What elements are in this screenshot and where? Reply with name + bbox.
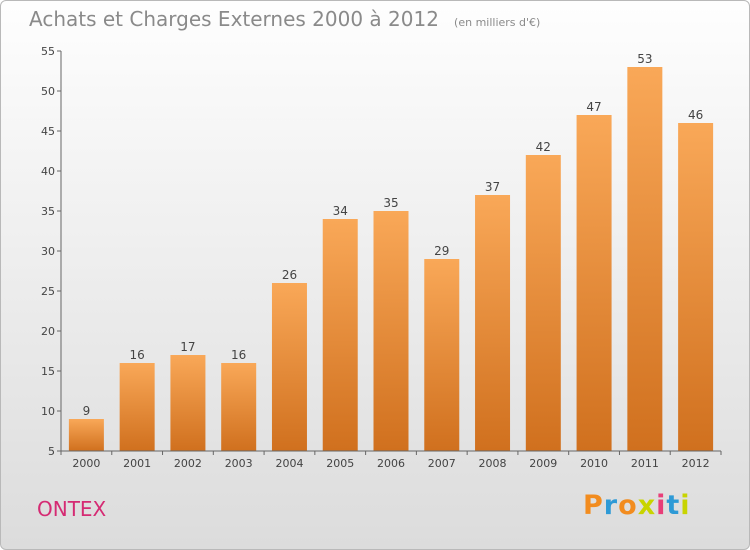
bar-2004[interactable] xyxy=(271,283,307,451)
bar-2009[interactable] xyxy=(525,155,561,451)
bar-value-label: 29 xyxy=(434,244,449,258)
y-tick-label: 25 xyxy=(41,285,55,298)
logo-letter: t xyxy=(666,490,681,521)
y-tick-label: 45 xyxy=(41,125,55,138)
y-tick-label: 30 xyxy=(41,245,55,258)
bar-value-label: 37 xyxy=(485,180,500,194)
bar-value-label: 16 xyxy=(231,348,246,362)
y-tick-label: 40 xyxy=(41,165,55,178)
logo-letter: i xyxy=(656,490,667,521)
bars: 9 16 17 16 26 34 35 29 37 42 47 53 46 xyxy=(68,52,714,451)
logo-letter: r xyxy=(603,490,619,521)
bar-value-label: 35 xyxy=(383,196,398,210)
x-tick-label: 2002 xyxy=(174,457,202,470)
bar-value-label: 17 xyxy=(180,340,195,354)
y-tick-label: 5 xyxy=(48,445,55,458)
x-tick-label: 2004 xyxy=(275,457,303,470)
x-tick-label: 2010 xyxy=(580,457,608,470)
bar-2005[interactable] xyxy=(322,219,358,451)
chart-title-block: Achats et Charges Externes 2000 à 2012 (… xyxy=(29,7,540,31)
x-tick-label: 2012 xyxy=(682,457,710,470)
bar-2007[interactable] xyxy=(424,259,460,451)
x-tick-label: 2011 xyxy=(631,457,659,470)
y-axis: 5 10 15 20 25 30 35 40 45 50 55 xyxy=(41,45,62,458)
bar-value-label: 53 xyxy=(637,52,652,66)
bar-2008[interactable] xyxy=(475,195,511,451)
y-tick-label: 20 xyxy=(41,325,55,338)
y-tick-label: 35 xyxy=(41,205,55,218)
x-tick-label: 2006 xyxy=(377,457,405,470)
y-tick-label: 50 xyxy=(41,85,55,98)
bar-2001[interactable] xyxy=(119,363,155,451)
bar-2002[interactable] xyxy=(170,355,206,451)
bar-2000[interactable] xyxy=(68,419,104,451)
chart-unit-note: (en milliers d'€) xyxy=(454,16,541,29)
bar-value-label: 42 xyxy=(536,140,551,154)
bar-2006[interactable] xyxy=(373,211,409,451)
bar-2003[interactable] xyxy=(221,363,257,451)
x-tick-label: 2000 xyxy=(72,457,100,470)
x-tick-label: 2007 xyxy=(428,457,456,470)
logo-letter: i xyxy=(680,490,691,521)
bar-value-label: 16 xyxy=(130,348,145,362)
y-tick-label: 55 xyxy=(41,45,55,58)
bar-value-label: 34 xyxy=(333,204,348,218)
y-tick-label: 15 xyxy=(41,365,55,378)
chart-title: Achats et Charges Externes 2000 à 2012 xyxy=(29,7,439,31)
commune-name: ONTEX xyxy=(37,497,107,521)
y-tick-label: 10 xyxy=(41,405,55,418)
logo-letter: o xyxy=(618,490,638,521)
bar-value-label: 9 xyxy=(83,404,91,418)
bar-2012[interactable] xyxy=(678,123,714,451)
x-axis: 2000 2001 2002 2003 2004 2005 2006 2007 2008 2009… xyxy=(60,450,722,470)
x-tick-label: 2009 xyxy=(529,457,557,470)
x-tick-label: 2005 xyxy=(326,457,354,470)
bar-value-label: 46 xyxy=(688,108,703,122)
bar-2011[interactable] xyxy=(627,67,663,451)
logo-letter: P xyxy=(583,490,604,521)
proxiti-logo[interactable]: Proxiti xyxy=(583,490,691,521)
x-tick-label: 2003 xyxy=(225,457,253,470)
x-tick-label: 2008 xyxy=(479,457,507,470)
x-tick-label: 2001 xyxy=(123,457,151,470)
logo-letter: x xyxy=(637,490,657,521)
bar-2010[interactable] xyxy=(576,115,612,451)
bar-value-label: 26 xyxy=(282,268,297,282)
bar-value-label: 47 xyxy=(586,100,601,114)
